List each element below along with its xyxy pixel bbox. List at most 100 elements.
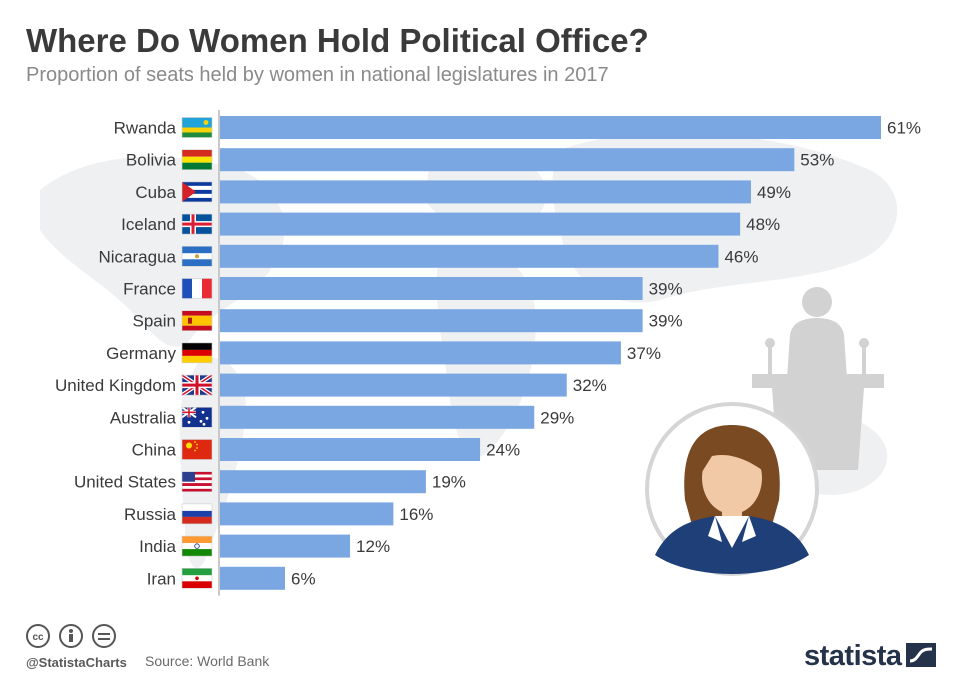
value-label: 53% xyxy=(800,151,834,170)
bar-united-states xyxy=(220,470,426,494)
flag-part xyxy=(201,410,205,414)
flag-part xyxy=(182,549,212,557)
category-label: Rwanda xyxy=(114,119,177,138)
flag-border xyxy=(181,535,213,557)
iceland-flag-icon xyxy=(181,213,213,235)
value-label: 46% xyxy=(724,247,758,266)
bar-germany xyxy=(220,341,621,365)
flag-part xyxy=(182,259,212,267)
bar-rwanda xyxy=(220,116,881,139)
flag-border xyxy=(181,117,213,138)
flag-part xyxy=(194,441,196,443)
flag-part xyxy=(199,419,203,423)
china-flag-icon xyxy=(181,439,213,460)
bolivia-flag-icon xyxy=(181,149,213,170)
flag-part xyxy=(182,349,212,356)
value-label: 48% xyxy=(746,215,780,234)
value-label: 24% xyxy=(486,441,520,460)
source-note: Source: World Bank xyxy=(145,653,270,669)
flag-part xyxy=(182,278,192,299)
bar-china xyxy=(220,438,481,461)
flag-part xyxy=(182,383,212,387)
flag-part xyxy=(182,117,212,128)
bar-spain xyxy=(220,309,643,333)
license-icons: cc xyxy=(26,624,116,648)
flag-part xyxy=(205,416,209,420)
flag-border xyxy=(181,503,213,525)
flag-part xyxy=(182,471,212,475)
flag-part xyxy=(203,120,209,125)
france-flag-icon xyxy=(181,278,213,299)
flag-part xyxy=(195,254,199,259)
russia-flag-icon xyxy=(181,503,213,525)
flag-part xyxy=(187,420,191,424)
category-label: China xyxy=(132,441,177,460)
flag-part xyxy=(182,503,212,511)
value-label: 39% xyxy=(649,280,683,299)
bar-iran xyxy=(220,566,286,590)
flag-border xyxy=(181,342,213,364)
flag-part xyxy=(182,222,212,226)
flag-border xyxy=(181,567,213,589)
flag-part xyxy=(194,543,200,549)
flag-part xyxy=(182,181,212,186)
flag-part xyxy=(196,443,198,446)
flag-part xyxy=(194,449,196,452)
flag-part xyxy=(182,181,196,202)
flag-border xyxy=(181,471,213,493)
flag-part xyxy=(202,278,212,299)
nicaragua-flag-icon xyxy=(181,246,213,267)
flag-part xyxy=(182,246,212,254)
flag-part xyxy=(188,317,192,324)
bar-bolivia xyxy=(220,148,795,172)
flag-part xyxy=(182,477,212,481)
flag-part xyxy=(182,156,212,163)
flag-part xyxy=(182,315,212,326)
flag-part xyxy=(182,581,212,589)
attribution-icon xyxy=(59,624,83,648)
flag-part xyxy=(182,480,212,484)
value-label: 16% xyxy=(399,505,433,524)
flag-part xyxy=(182,185,212,190)
category-label: Russia xyxy=(124,505,177,524)
flag-part xyxy=(196,447,198,449)
flag-part xyxy=(192,278,202,299)
flag-part xyxy=(182,325,212,331)
india-flag-icon xyxy=(181,535,213,557)
iran-flag-icon xyxy=(181,567,213,589)
category-label: Australia xyxy=(110,408,177,427)
flag-border xyxy=(181,246,213,267)
chart-title: Where Do Women Hold Political Office? xyxy=(26,22,649,59)
flag-part xyxy=(182,543,212,550)
bar-russia xyxy=(220,502,394,526)
value-label: 37% xyxy=(627,344,661,363)
flag-part xyxy=(182,488,212,492)
value-label: 29% xyxy=(540,408,574,427)
value-label: 39% xyxy=(649,312,683,331)
category-label: Nicaragua xyxy=(99,247,177,266)
flag-part xyxy=(195,576,199,581)
flag-part xyxy=(182,471,195,482)
value-label: 12% xyxy=(356,537,390,556)
value-label: 6% xyxy=(291,569,316,588)
flag-part xyxy=(182,149,212,157)
twitter-handle[interactable]: @StatistaCharts xyxy=(26,655,127,670)
category-label: Iran xyxy=(147,569,176,588)
flag-part xyxy=(182,197,212,202)
statista-brand[interactable]: statista xyxy=(804,640,902,672)
flag-border xyxy=(181,406,213,428)
flag-part xyxy=(182,310,212,316)
value-label: 61% xyxy=(887,119,921,138)
flag-part xyxy=(182,355,212,363)
category-label: Bolivia xyxy=(126,151,177,170)
flag-part xyxy=(182,568,212,576)
statista-logo-icon xyxy=(906,643,936,667)
flag-part xyxy=(182,485,212,489)
flag-border xyxy=(181,374,213,396)
flag-border xyxy=(181,149,213,170)
flag-border xyxy=(181,213,213,235)
united-kingdom-flag-icon xyxy=(180,373,214,397)
bar-australia xyxy=(220,405,535,429)
